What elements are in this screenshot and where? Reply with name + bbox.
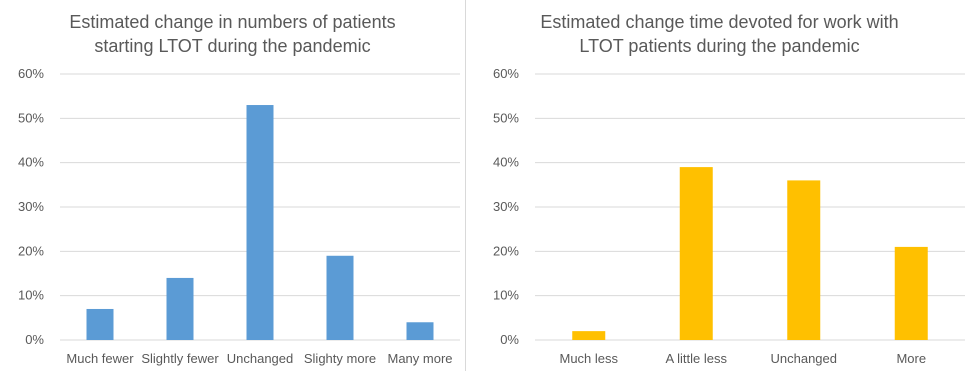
y-tick-label: 10% bbox=[493, 288, 519, 303]
bar bbox=[894, 246, 928, 340]
bar bbox=[406, 322, 434, 340]
chart-title: Estimated change time devoted for work w… bbox=[467, 10, 972, 58]
x-tick-label: Many more bbox=[387, 351, 452, 366]
y-tick-label: 50% bbox=[493, 110, 519, 125]
y-tick-label: 40% bbox=[18, 155, 44, 170]
chart-patients-starting-ltot: Estimated change in numbers of patients … bbox=[0, 0, 466, 371]
x-tick-label: More bbox=[896, 351, 926, 366]
chart-title-line-2: LTOT patients during the pandemic bbox=[579, 36, 860, 56]
bar bbox=[679, 167, 713, 340]
x-tick-label: Much less bbox=[559, 351, 618, 366]
bar bbox=[86, 308, 114, 340]
bar bbox=[572, 331, 606, 340]
chart-title: Estimated change in numbers of patients … bbox=[0, 10, 465, 58]
chart-plot-area: 0% 10% 20% 30% 40% 50% 60% Much less A little le… bbox=[493, 66, 965, 366]
x-tick-label: Slighty more bbox=[304, 351, 376, 366]
bar bbox=[166, 277, 194, 340]
y-tick-label: 20% bbox=[493, 243, 519, 258]
y-tick-label: 60% bbox=[493, 66, 519, 81]
y-tick-label: 0% bbox=[25, 332, 44, 347]
bar bbox=[787, 180, 821, 340]
chart-title-line-1: Estimated change in numbers of patients bbox=[69, 12, 396, 32]
y-tick-label: 30% bbox=[493, 199, 519, 214]
y-tick-label: 0% bbox=[500, 332, 519, 347]
chart-title-line-1: Estimated change time devoted for work w… bbox=[540, 12, 899, 32]
y-tick-label: 40% bbox=[493, 155, 519, 170]
chart-time-devoted-ltot: Estimated change time devoted for work w… bbox=[467, 0, 972, 371]
x-tick-label: A little less bbox=[666, 351, 728, 366]
y-tick-label: 60% bbox=[18, 66, 44, 81]
x-tick-label: Unchanged bbox=[771, 351, 838, 366]
y-tick-label: 10% bbox=[18, 288, 44, 303]
y-tick-label: 50% bbox=[18, 110, 44, 125]
bar bbox=[246, 105, 274, 341]
y-tick-label: 30% bbox=[18, 199, 44, 214]
chart-title-line-2: starting LTOT during the pandemic bbox=[94, 36, 371, 56]
bar bbox=[326, 255, 354, 340]
x-tick-label: Much fewer bbox=[66, 351, 134, 366]
x-tick-label: Unchanged bbox=[227, 351, 294, 366]
y-tick-label: 20% bbox=[18, 243, 44, 258]
x-tick-label: Slightly fewer bbox=[141, 351, 219, 366]
chart-plot-area: 0% 10% 20% 30% 40% 50% 60% Much fewer Slightly f… bbox=[18, 66, 460, 366]
